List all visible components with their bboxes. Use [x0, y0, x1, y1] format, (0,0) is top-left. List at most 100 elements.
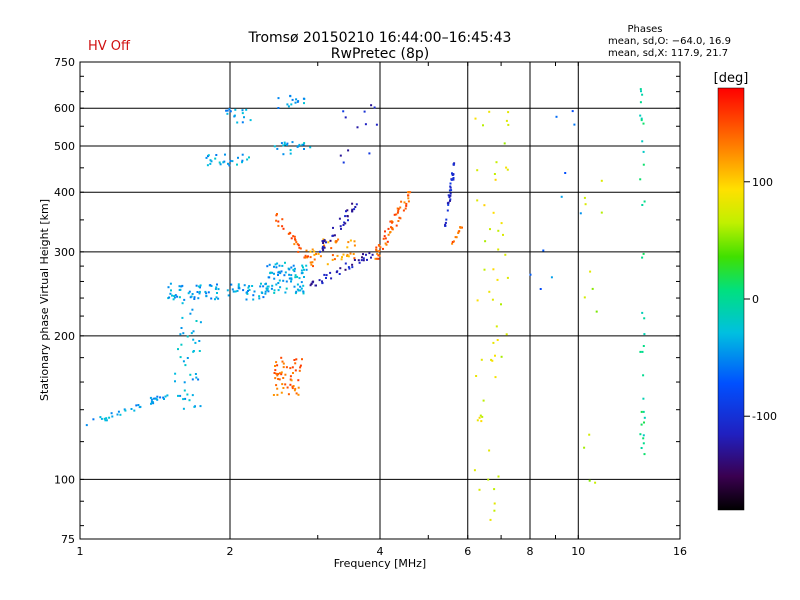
- echo-point-F-trace-o: [277, 271, 280, 274]
- echo-point-high-echo-1.8: [210, 160, 213, 163]
- echo-point-low-F-trace: [85, 424, 88, 427]
- echo-point-F-x-cusp-5.6: [452, 240, 455, 243]
- echo-point-F-x-rising-4: [382, 237, 385, 240]
- echo-point-F-x-trace-2: [334, 240, 337, 243]
- echo-point-vertical-spread-1.6: [191, 308, 194, 311]
- echo-point-vertical-spread-1.6: [182, 398, 185, 401]
- echo-point-F-o-rising-3: [347, 219, 349, 222]
- y-tick-label: 750: [54, 56, 75, 69]
- echo-point-Es-ordinary: [191, 293, 194, 295]
- echo-point-scatter-6.4: [481, 415, 484, 418]
- echo-point-F-o-cusp-5.5: [452, 178, 454, 181]
- echo-point-F-x-trace-1: [275, 214, 278, 217]
- echo-point-F-o-cusp-5.5: [451, 173, 454, 176]
- echo-point-vertical-spread-1.6: [182, 360, 185, 363]
- echo-point-F-x-rising-4: [408, 191, 411, 194]
- echo-point-F-x-rising-4: [407, 200, 410, 203]
- echo-point-E-x-mode: [274, 365, 276, 367]
- echo-point-E-x-mode: [290, 379, 293, 382]
- echo-point-Es-ordinary: [197, 297, 200, 300]
- echo-point-F-o-rising-3: [345, 210, 347, 213]
- echo-point-F-o-rising-3: [354, 206, 357, 208]
- echo-point-F-o-trace-3: [368, 252, 371, 255]
- echo-point-F-x-rising-4: [407, 194, 410, 197]
- echo-point-high-echo-2.0: [249, 119, 252, 122]
- echo-point-high-echo-2.0: [233, 114, 236, 117]
- echo-point-Es-ordinary: [248, 285, 251, 288]
- echo-point-Es-ordinary: [238, 287, 241, 290]
- echo-point-E-x-mode: [274, 377, 277, 380]
- echo-point-F-o-rising-3: [323, 246, 326, 249]
- echo-point-scatter-13.5: [639, 101, 642, 104]
- echo-point-low-F-trace: [149, 396, 152, 399]
- echo-point-high-echo-1.8: [228, 164, 231, 167]
- echo-point-scatter-6.4: [497, 248, 500, 251]
- echo-point-F-o-trace-3: [351, 266, 354, 269]
- echo-point-high-echo-2.6: [287, 105, 290, 108]
- echo-point-F-o-cusp-5.5: [452, 163, 455, 166]
- echo-point-F-o-rising-3: [353, 208, 356, 211]
- echo-point-scatter-13.5: [643, 333, 646, 336]
- echo-point-F-x-trace-1: [295, 241, 298, 244]
- echo-point-high-echo-2.6: [294, 101, 297, 104]
- echo-point-F-trace-o: [270, 287, 273, 290]
- echo-point-scatter-8-10: [564, 172, 567, 174]
- echo-point-F-x-trace-2: [313, 253, 316, 256]
- echo-point-vertical-spread-1.6: [181, 316, 184, 319]
- echo-point-F-x-trace-1: [293, 243, 296, 246]
- echo-point-F-x-trace-1: [305, 249, 308, 252]
- echo-point-high-echo-1.8: [207, 154, 210, 157]
- echo-point-E-x-mode: [299, 364, 302, 367]
- echo-point-E-x-mode: [280, 371, 283, 374]
- echo-point-high-echo-2.6: [303, 102, 305, 105]
- echo-point-high-echo-1.8: [231, 160, 234, 163]
- echo-point-Es-ordinary: [168, 296, 171, 299]
- echo-point-F-x-trace-2: [309, 250, 312, 253]
- echo-point-F-x-rising-4: [385, 243, 388, 246]
- echo-point-scatter-6.4: [488, 290, 491, 293]
- echo-point-Es-ordinary: [198, 290, 201, 293]
- echo-point-E-x-mode: [299, 366, 302, 369]
- echo-point-high-echo-2.5: [282, 153, 285, 156]
- echo-point-Es-ordinary: [246, 291, 248, 294]
- echo-point-F-o-cusp-5.5: [444, 223, 447, 226]
- echo-point-high-echo-2.6: [286, 103, 289, 106]
- echo-point-low-F-trace: [104, 419, 107, 422]
- echo-point-vertical-spread-1.6: [195, 320, 198, 322]
- echo-point-F-trace-o: [292, 264, 295, 267]
- echo-point-scatter-13.5: [640, 410, 643, 413]
- echo-point-F-o-rising-3: [322, 249, 325, 252]
- echo-point-low-F-trace: [139, 405, 142, 408]
- echo-point-vertical-spread-1.6: [192, 350, 195, 352]
- echo-point-F-trace-o: [300, 269, 303, 272]
- echo-point-Es-ordinary: [178, 285, 181, 288]
- echo-point-F-trace-o: [285, 280, 288, 283]
- echo-point-Es-ordinary: [237, 285, 240, 288]
- echo-point-F-x-trace-1: [276, 213, 278, 215]
- echo-point-vertical-spread-1.6: [188, 399, 191, 402]
- echo-point-high-echo-1.8: [219, 163, 222, 166]
- echo-point-vertical-spread-1.6: [194, 341, 197, 344]
- echo-point-F-o-trace-3: [353, 259, 356, 261]
- echo-point-Es-ordinary: [266, 289, 269, 291]
- echo-point-vertical-spread-1.6: [189, 312, 192, 315]
- echo-point-high-echo-1.8: [218, 161, 221, 164]
- echo-point-F-x-trace-1: [297, 250, 300, 253]
- echo-point-F-x-trace-1: [294, 238, 296, 241]
- echo-point-scatter-3.5: [339, 154, 342, 157]
- echo-point-F-x-trace-2: [313, 250, 316, 253]
- echo-point-vertical-spread-1.6: [177, 348, 179, 351]
- echo-point-vertical-spread-1.6: [174, 380, 176, 383]
- echo-point-high-echo-1.8: [248, 156, 250, 159]
- echo-point-Es-ordinary: [172, 298, 175, 301]
- echo-point-scatter-13.5: [641, 93, 644, 96]
- echo-point-Es-ordinary: [264, 290, 267, 293]
- echo-point-F-o-rising-3: [329, 239, 332, 242]
- echo-point-Es-ordinary: [265, 287, 268, 290]
- echo-point-F-o-trace-3: [335, 271, 338, 274]
- echo-point-F-trace-o: [268, 276, 271, 279]
- echo-point-F-x-trace-2: [317, 252, 320, 255]
- echo-point-scatter-6.4: [478, 488, 481, 491]
- echo-point-F-x-trace-2: [319, 255, 322, 258]
- echo-point-high-echo-1.8: [209, 162, 212, 165]
